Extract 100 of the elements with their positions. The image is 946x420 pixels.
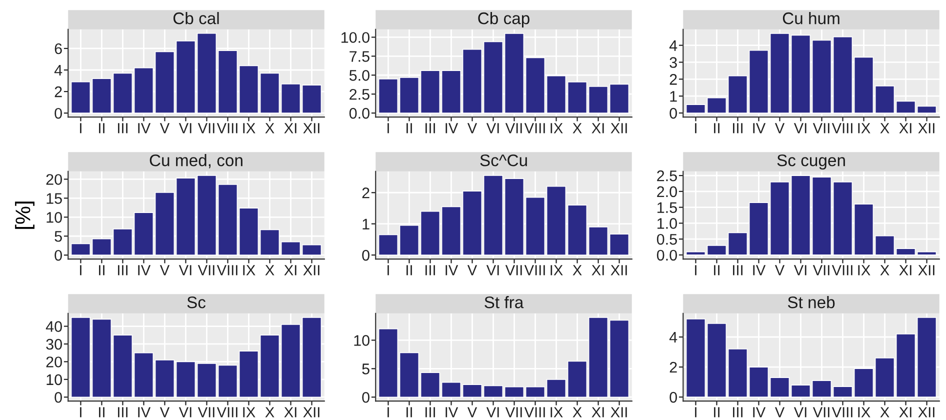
x-tick-label: XI xyxy=(899,407,912,418)
x-tick-label: VIII xyxy=(832,407,852,418)
x-tick-label: I xyxy=(388,123,389,134)
y-tick-label: 40 xyxy=(46,321,62,332)
x-tick-label: XI xyxy=(899,265,912,276)
y-axis-title: [%] xyxy=(15,202,34,229)
x-tick-label: III xyxy=(118,123,128,134)
x-tick-label: IV xyxy=(138,407,151,418)
x-tick-label: XI xyxy=(899,123,912,134)
y-tick-label: 10 xyxy=(46,374,62,386)
x-tick-label: XI xyxy=(284,123,296,134)
x-tick-label: III xyxy=(733,407,742,418)
x-tick-label: III xyxy=(733,123,742,134)
x-tick-label: XII xyxy=(610,265,627,276)
x-tick-label: X xyxy=(880,265,890,276)
y-tick-label: 4 xyxy=(54,65,62,76)
y-tick-label: 1 xyxy=(362,218,370,230)
x-tick-label: VII xyxy=(198,407,214,418)
x-tick-label: XII xyxy=(610,407,627,418)
y-tick-label: 0 xyxy=(54,250,62,261)
x-tick-label: VIII xyxy=(832,265,852,276)
y-tick-label: 10 xyxy=(354,335,370,346)
y-tick-label: 0 xyxy=(670,108,677,119)
x-tick-label: IV xyxy=(753,265,766,276)
x-tick-label: I xyxy=(80,265,82,276)
x-tick-label: X xyxy=(572,407,582,418)
x-tick-label: IX xyxy=(858,265,870,276)
x-tick-label: V xyxy=(160,265,170,276)
x-tick-label: XI xyxy=(592,407,604,418)
y-tick-label: 2 xyxy=(54,86,62,98)
chart-title: Cu med, con xyxy=(150,154,242,168)
x-tick-label: XII xyxy=(610,123,627,134)
x-tick-label: IX xyxy=(243,123,256,134)
x-tick-label: VIII xyxy=(524,407,545,418)
x-tick-label: I xyxy=(695,265,696,276)
x-tick-label: VII xyxy=(812,123,830,134)
y-tick-label: 20 xyxy=(46,174,62,185)
chart-title: St fra xyxy=(484,296,524,308)
x-tick-label: X xyxy=(265,407,274,418)
y-tick-label: 0 xyxy=(362,392,370,403)
x-tick-label: IX xyxy=(858,407,870,418)
x-tick-label: VIII xyxy=(832,123,852,134)
y-tick-label: 2 xyxy=(670,74,677,85)
x-tick-label: VI xyxy=(178,265,192,276)
chart-title: Sc^Cu xyxy=(480,154,527,166)
y-tick-label: 6 xyxy=(54,43,62,54)
y-tick-label: 5 xyxy=(54,231,62,242)
y-tick-label: 4 xyxy=(669,332,678,343)
x-tick-label: II xyxy=(99,407,104,418)
y-tick-label: 1 xyxy=(670,91,677,102)
x-tick-label: VII xyxy=(198,265,214,276)
x-tick-label: X xyxy=(572,265,582,276)
chart-title: Cb cal xyxy=(173,12,219,24)
x-tick-label: VII xyxy=(505,407,522,418)
x-tick-label: V xyxy=(774,123,785,134)
y-tick-label: 0.0 xyxy=(656,250,677,261)
x-tick-label: III xyxy=(426,407,435,418)
x-tick-label: VI xyxy=(486,123,499,134)
x-tick-label: VI xyxy=(486,407,499,418)
chart-title: Cb cap xyxy=(478,12,530,28)
y-tick-label: 2.0 xyxy=(657,186,677,198)
x-tick-label: VI xyxy=(178,123,192,134)
y-tick-label: 2.5 xyxy=(657,170,677,182)
x-tick-label: XI xyxy=(284,265,296,276)
x-tick-label: XI xyxy=(592,123,604,134)
y-tick-label: 10.0 xyxy=(341,32,370,43)
x-tick-label: XI xyxy=(592,265,604,276)
x-tick-label: XII xyxy=(303,265,320,276)
x-tick-label: XII xyxy=(918,265,934,276)
x-tick-label: I xyxy=(388,265,389,276)
y-tick-label: 4 xyxy=(669,40,678,51)
x-tick-label: V xyxy=(467,407,478,418)
y-tick-label: 0 xyxy=(670,392,677,403)
x-tick-label: II xyxy=(714,407,720,418)
y-tick-label: 2 xyxy=(362,188,370,198)
x-tick-label: IV xyxy=(446,407,458,418)
y-tick-label: 2.5 xyxy=(350,88,370,100)
x-tick-label: VII xyxy=(505,265,522,276)
x-tick-label: I xyxy=(695,123,696,134)
y-tick-label: 15 xyxy=(46,193,62,204)
x-tick-label: II xyxy=(99,265,104,276)
chart-title: Cu hum xyxy=(782,12,840,24)
x-tick-label: IX xyxy=(550,265,563,276)
x-tick-label: VI xyxy=(178,407,192,418)
x-tick-label: IX xyxy=(550,123,563,134)
x-tick-label: X xyxy=(880,123,890,134)
y-tick-label: 7.5 xyxy=(350,51,370,62)
y-tick-label: 30 xyxy=(46,338,62,350)
x-tick-label: IV xyxy=(138,265,151,276)
y-tick-label: 0 xyxy=(54,392,62,403)
x-tick-label: X xyxy=(265,265,274,276)
x-tick-label: IV xyxy=(446,265,458,276)
y-tick-label: 0 xyxy=(54,108,62,119)
x-tick-label: XI xyxy=(284,407,296,418)
y-tick-label: 0.0 xyxy=(349,108,370,119)
x-tick-label: IX xyxy=(243,407,256,418)
y-tick-label: 10 xyxy=(46,212,62,223)
x-tick-label: VII xyxy=(812,407,830,418)
y-tick-label: 1.5 xyxy=(657,202,677,213)
x-tick-label: I xyxy=(388,407,389,418)
